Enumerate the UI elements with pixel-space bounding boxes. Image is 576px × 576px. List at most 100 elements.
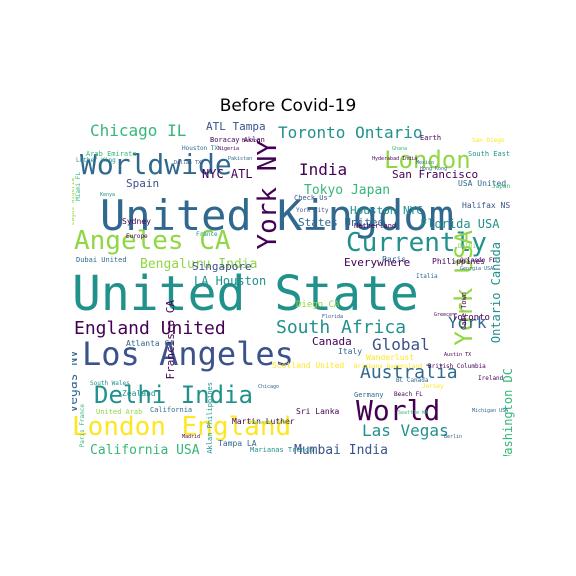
- cloud-word: Miami FL: [75, 172, 82, 201]
- cloud-word: Boston: [242, 138, 260, 144]
- cloud-word: Delhi India: [94, 381, 253, 409]
- cloud-word: Mexico: [416, 160, 434, 166]
- cloud-word: BC Canada: [396, 377, 429, 384]
- cloud-word: Sydney: [122, 217, 151, 226]
- cloud-word: Los Angeles: [82, 335, 294, 373]
- cloud-word: York City: [296, 207, 329, 214]
- cloud-word: Worldwide: [80, 148, 232, 181]
- cloud-word: Mumbai India: [294, 443, 388, 456]
- cloud-word: Arab Emirate: [86, 150, 137, 158]
- cloud-word: Houston NYC: [350, 204, 423, 217]
- cloud-word: Angeles CA: [74, 226, 231, 256]
- cloud-word: California USA: [90, 443, 200, 456]
- cloud-word: London: [384, 146, 471, 174]
- cloud-word: Vegas NV: [72, 350, 81, 413]
- cloud-word: South East: [468, 150, 510, 158]
- cloud-word: Berlin: [444, 434, 462, 440]
- cloud-word: Florida USA: [420, 217, 500, 231]
- cloud-word: Wanderlust: [366, 353, 414, 362]
- cloud-word: Francisco CA: [164, 300, 177, 380]
- cloud-word: Spain: [126, 177, 159, 190]
- cloud-word: India: [299, 160, 347, 179]
- cloud-word: Las Vegas: [362, 421, 449, 440]
- cloud-word: Kenya: [100, 192, 115, 198]
- cloud-word: York: [448, 313, 487, 332]
- cloud-word: Seattle WA: [398, 410, 428, 416]
- cloud-word: Atlanta GA: [126, 339, 174, 348]
- chart-title: Before Covid-19: [219, 96, 357, 116]
- cloud-word: Halifax NS: [462, 201, 510, 210]
- cloud-word: Michigan USA: [472, 408, 508, 414]
- cloud-word: NYC ATL: [202, 167, 253, 181]
- cloud-word: South Africa: [276, 317, 406, 338]
- cloud-word: Tampa LA: [218, 439, 257, 448]
- cloud-word: Scotland United: [272, 361, 344, 370]
- cloud-word: Brisbane Queensland: [354, 363, 423, 370]
- cloud-word: Paris: [382, 255, 406, 264]
- cloud-word: Beverly Hills: [252, 420, 291, 426]
- cloud-word: Netherland: [354, 222, 396, 230]
- cloud-word: San Francisco: [392, 168, 478, 181]
- cloud-word: California: [150, 406, 192, 414]
- cloud-word: Europe: [126, 233, 148, 240]
- cloud-word: Hong Kong: [420, 166, 447, 172]
- cloud-word: States United: [298, 216, 384, 229]
- cloud-word: Ghana: [392, 146, 407, 152]
- cloud-word: Australia: [360, 362, 458, 383]
- cloud-word: Florida: [322, 314, 343, 320]
- cloud-word: Canada: [312, 335, 352, 348]
- cloud-word: ATL Tampa: [206, 120, 266, 133]
- cloud-word: Chicago: [258, 384, 279, 390]
- cloud-word: Aklan Philippines: [206, 382, 214, 454]
- cloud-word: Cape Town: [460, 292, 468, 330]
- cloud-word: Delhi: [458, 243, 476, 250]
- cloud-word: Toronto Ontario: [278, 123, 423, 142]
- cloud-word: Washington DC: [501, 368, 515, 456]
- cloud-word: Hyderabad India: [372, 156, 417, 162]
- cloud-word: Italia: [416, 273, 438, 280]
- cloud-word: United Arab: [96, 408, 142, 416]
- cloud-word: Zealand: [122, 389, 156, 398]
- cloud-word: Greece: [434, 312, 452, 318]
- cloud-word: Paris France: [79, 404, 86, 448]
- cloud-word: Georgia USA: [460, 266, 493, 272]
- cloud-word: Houston TX: [182, 145, 219, 152]
- cloud-word: London England: [72, 412, 291, 442]
- cloud-word: Toronto: [452, 313, 490, 323]
- word-cloud: United State United Kingdom Los Angeles Wor…: [72, 120, 520, 456]
- cloud-word: USA United: [458, 179, 506, 188]
- cloud-word: Tokyo Japan: [304, 183, 390, 198]
- cloud-word: Singapore: [192, 260, 252, 273]
- cloud-word: France: [196, 231, 218, 238]
- cloud-word: Earth: [420, 134, 441, 142]
- cloud-word: Bengaluru India: [140, 257, 257, 272]
- cloud-word: South Wales: [90, 380, 130, 387]
- cloud-word: Martin Luther: [232, 417, 295, 426]
- cloud-word: Lagos Nigeria: [72, 178, 76, 225]
- cloud-word: British Columbia: [428, 363, 486, 370]
- cloud-word: Sri Lanka: [296, 407, 340, 416]
- cloud-word: Diego CA: [296, 300, 340, 310]
- cloud-word: Ontario Canada: [489, 242, 503, 343]
- cloud-word: United Kingdom: [100, 191, 454, 240]
- cloud-word: York USA: [450, 229, 478, 345]
- cloud-word: York NY: [253, 140, 283, 250]
- cloud-word: Germany: [354, 391, 384, 399]
- cloud-word: Orlando FL: [460, 257, 497, 264]
- cloud-word: Luther King: [76, 157, 116, 164]
- cloud-word: Global: [372, 335, 430, 354]
- cloud-word: World: [356, 394, 440, 427]
- cloud-word: Everywhere: [344, 256, 410, 269]
- cloud-word: LA Houston: [194, 274, 266, 288]
- cloud-word: England United: [74, 318, 226, 339]
- cloud-word: Dubai United: [76, 256, 127, 264]
- cloud-word: Japan: [492, 183, 510, 190]
- cloud-word: San Diego: [472, 137, 505, 144]
- cloud-word: Chicago IL: [90, 121, 186, 140]
- cloud-word: Nigeria: [218, 146, 239, 152]
- cloud-word: United State: [72, 266, 419, 322]
- cloud-background: [72, 120, 520, 456]
- cloud-word: Jersey: [422, 383, 444, 390]
- cloud-word: Dallas TX: [174, 160, 201, 166]
- cloud-word: Marianas Trench: [250, 446, 313, 454]
